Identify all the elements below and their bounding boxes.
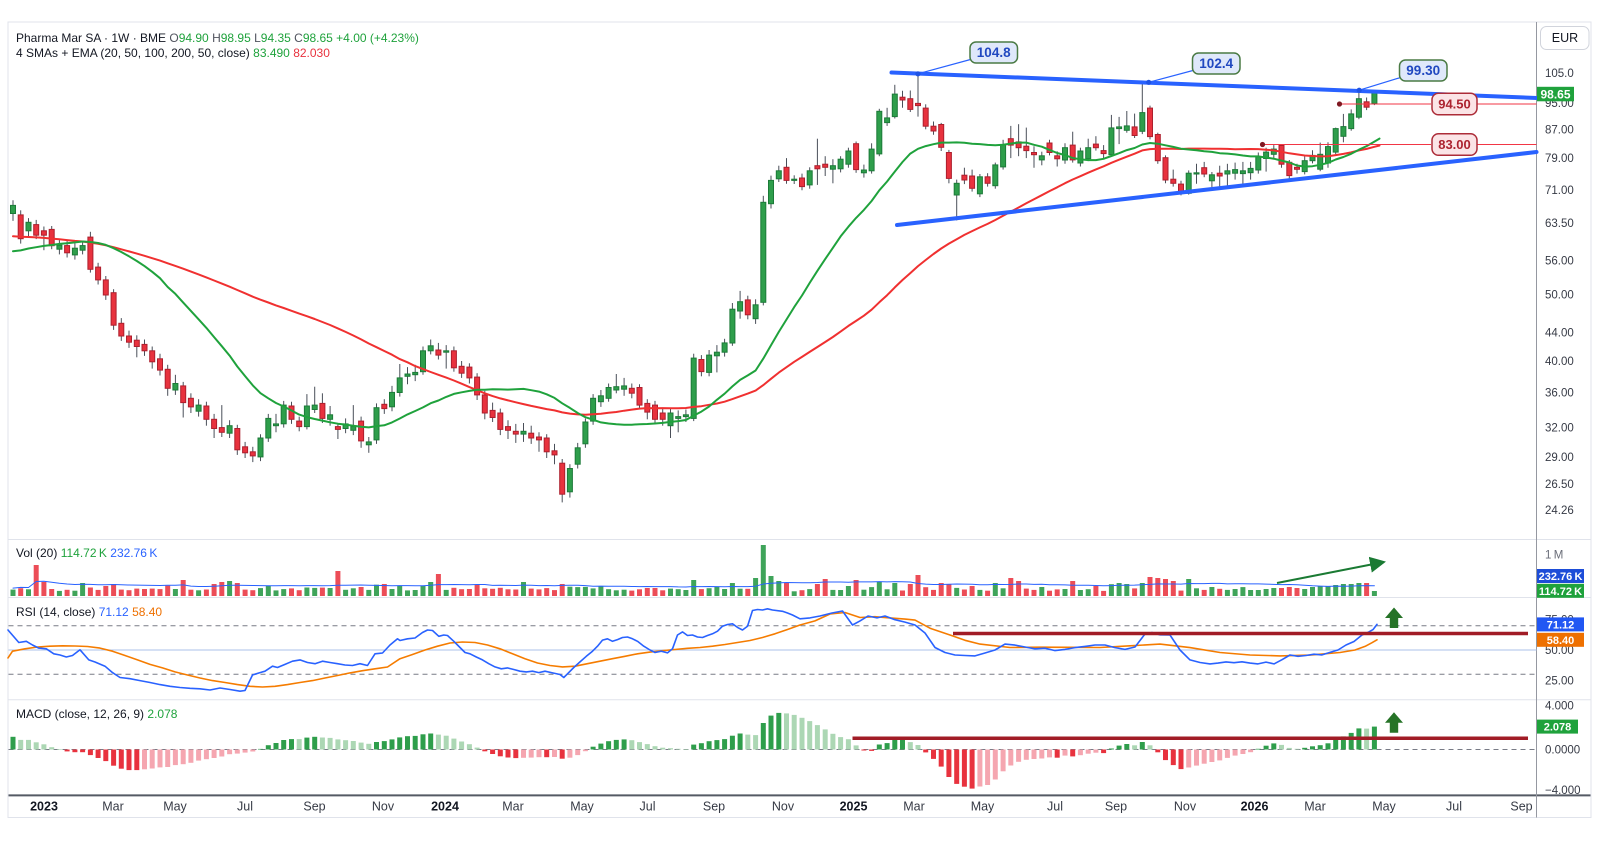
svg-text:94.50: 94.50 bbox=[1438, 97, 1471, 112]
svg-text:Sep: Sep bbox=[303, 800, 325, 814]
svg-text:71.00: 71.00 bbox=[1545, 185, 1574, 197]
svg-text:25.00: 25.00 bbox=[1545, 675, 1574, 687]
svg-text:Jul: Jul bbox=[1446, 800, 1462, 814]
svg-text:50.00: 50.00 bbox=[1545, 290, 1574, 302]
svg-text:Sep: Sep bbox=[1510, 800, 1532, 814]
svg-text:May: May bbox=[163, 800, 187, 814]
svg-text:2023: 2023 bbox=[30, 800, 58, 814]
svg-text:56.00: 56.00 bbox=[1545, 256, 1574, 268]
svg-text:102.4: 102.4 bbox=[1199, 56, 1233, 71]
svg-text:87.00: 87.00 bbox=[1545, 124, 1574, 136]
svg-text:2025: 2025 bbox=[840, 800, 868, 814]
svg-text:Mar: Mar bbox=[502, 800, 524, 814]
svg-text:232.76 K: 232.76 K bbox=[1539, 571, 1583, 583]
svg-text:4.000: 4.000 bbox=[1545, 701, 1574, 713]
svg-text:2.078: 2.078 bbox=[1544, 722, 1572, 734]
svg-text:104.8: 104.8 bbox=[977, 45, 1011, 60]
svg-text:40.00: 40.00 bbox=[1545, 356, 1574, 368]
svg-text:26.50: 26.50 bbox=[1545, 479, 1574, 491]
svg-text:May: May bbox=[971, 800, 995, 814]
svg-text:Nov: Nov bbox=[1174, 800, 1197, 814]
svg-text:32.00: 32.00 bbox=[1545, 423, 1574, 435]
svg-text:63.50: 63.50 bbox=[1545, 218, 1574, 230]
svg-text:114.72 K: 114.72 K bbox=[1539, 586, 1582, 598]
svg-text:EUR: EUR bbox=[1552, 31, 1578, 45]
svg-text:RSI (14, close) 71.12 58.40: RSI (14, close) 71.12 58.40 bbox=[16, 605, 162, 619]
svg-text:Mar: Mar bbox=[903, 800, 925, 814]
svg-text:24.26: 24.26 bbox=[1545, 505, 1574, 517]
svg-text:Jul: Jul bbox=[1047, 800, 1063, 814]
svg-text:Nov: Nov bbox=[772, 800, 795, 814]
svg-text:Sep: Sep bbox=[703, 800, 725, 814]
svg-text:0.0000: 0.0000 bbox=[1545, 745, 1580, 757]
svg-text:79.00: 79.00 bbox=[1545, 153, 1574, 165]
svg-text:May: May bbox=[570, 800, 594, 814]
svg-text:−4.000: −4.000 bbox=[1545, 785, 1581, 797]
svg-text:98.65: 98.65 bbox=[1540, 87, 1570, 101]
svg-text:105.0: 105.0 bbox=[1545, 68, 1574, 80]
svg-text:Mar: Mar bbox=[1304, 800, 1326, 814]
svg-text:Nov: Nov bbox=[372, 800, 395, 814]
svg-text:2026: 2026 bbox=[1241, 800, 1269, 814]
svg-text:44.00: 44.00 bbox=[1545, 328, 1574, 340]
svg-text:83.00: 83.00 bbox=[1438, 137, 1471, 152]
svg-text:Sep: Sep bbox=[1105, 800, 1127, 814]
svg-text:99.30: 99.30 bbox=[1406, 63, 1440, 78]
svg-text:2024: 2024 bbox=[431, 800, 459, 814]
svg-text:Mar: Mar bbox=[102, 800, 124, 814]
svg-text:1 M: 1 M bbox=[1545, 550, 1563, 562]
svg-text:4 SMAs + EMA (20, 50, 100, 200: 4 SMAs + EMA (20, 50, 100, 200, 50, clos… bbox=[16, 46, 330, 60]
svg-text:Pharma Mar SA · 1W · BME O94.: Pharma Mar SA · 1W · BME O94.90 H98.95 L… bbox=[16, 31, 419, 45]
svg-text:36.00: 36.00 bbox=[1545, 387, 1574, 399]
svg-text:29.00: 29.00 bbox=[1545, 452, 1574, 464]
svg-text:58.40: 58.40 bbox=[1547, 635, 1575, 647]
svg-text:Jul: Jul bbox=[640, 800, 656, 814]
svg-text:MACD (close, 12, 26, 9) 2.078: MACD (close, 12, 26, 9) 2.078 bbox=[16, 707, 178, 721]
svg-text:50.00: 50.00 bbox=[1545, 645, 1574, 657]
svg-text:May: May bbox=[1372, 800, 1396, 814]
svg-text:71.12: 71.12 bbox=[1547, 619, 1575, 631]
svg-text:Jul: Jul bbox=[237, 800, 253, 814]
svg-text:Vol (20) 114.72 K 232.76 K: Vol (20) 114.72 K 232.76 K bbox=[16, 546, 157, 560]
